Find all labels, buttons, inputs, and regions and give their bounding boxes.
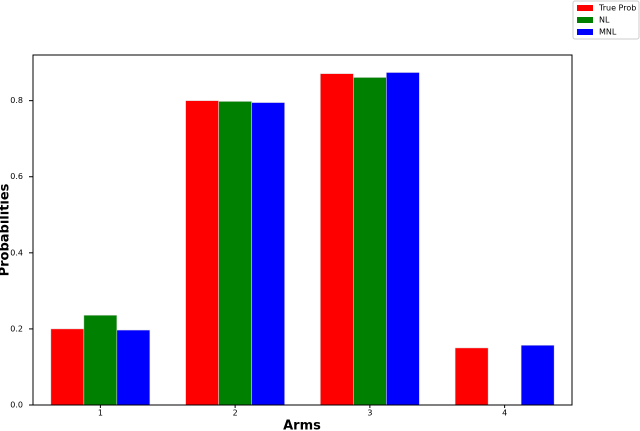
x-tick-label: 3 <box>367 409 372 418</box>
y-tick-label: 0.6 <box>10 172 23 181</box>
legend-swatch <box>577 5 593 11</box>
x-tick-label: 1 <box>98 409 103 418</box>
legend-label: True Prob <box>598 4 636 13</box>
bar <box>320 73 354 406</box>
bar <box>454 347 489 406</box>
y-tick-label: 0.8 <box>10 96 23 105</box>
legend-swatch <box>577 17 593 23</box>
x-tick-label: 2 <box>233 409 238 418</box>
x-tick-label: 4 <box>502 409 507 418</box>
x-axis-label: Arms <box>283 419 321 431</box>
bar <box>218 101 252 406</box>
bar <box>83 314 118 406</box>
legend-label: MNL <box>599 28 617 37</box>
y-axis-label: Probabilities <box>0 183 13 276</box>
plot-frame <box>32 54 573 406</box>
bar <box>50 328 85 406</box>
legend-label: NL <box>599 16 610 25</box>
bar <box>185 100 219 406</box>
legend-swatch <box>577 29 593 35</box>
bar <box>116 329 151 406</box>
bar <box>251 102 285 406</box>
y-tick-label: 0.2 <box>10 324 23 333</box>
y-tick-label: 0.4 <box>10 248 23 257</box>
bar <box>520 345 555 406</box>
bar <box>353 77 387 406</box>
y-tick-label: 0.0 <box>10 401 23 410</box>
bar <box>386 72 420 406</box>
